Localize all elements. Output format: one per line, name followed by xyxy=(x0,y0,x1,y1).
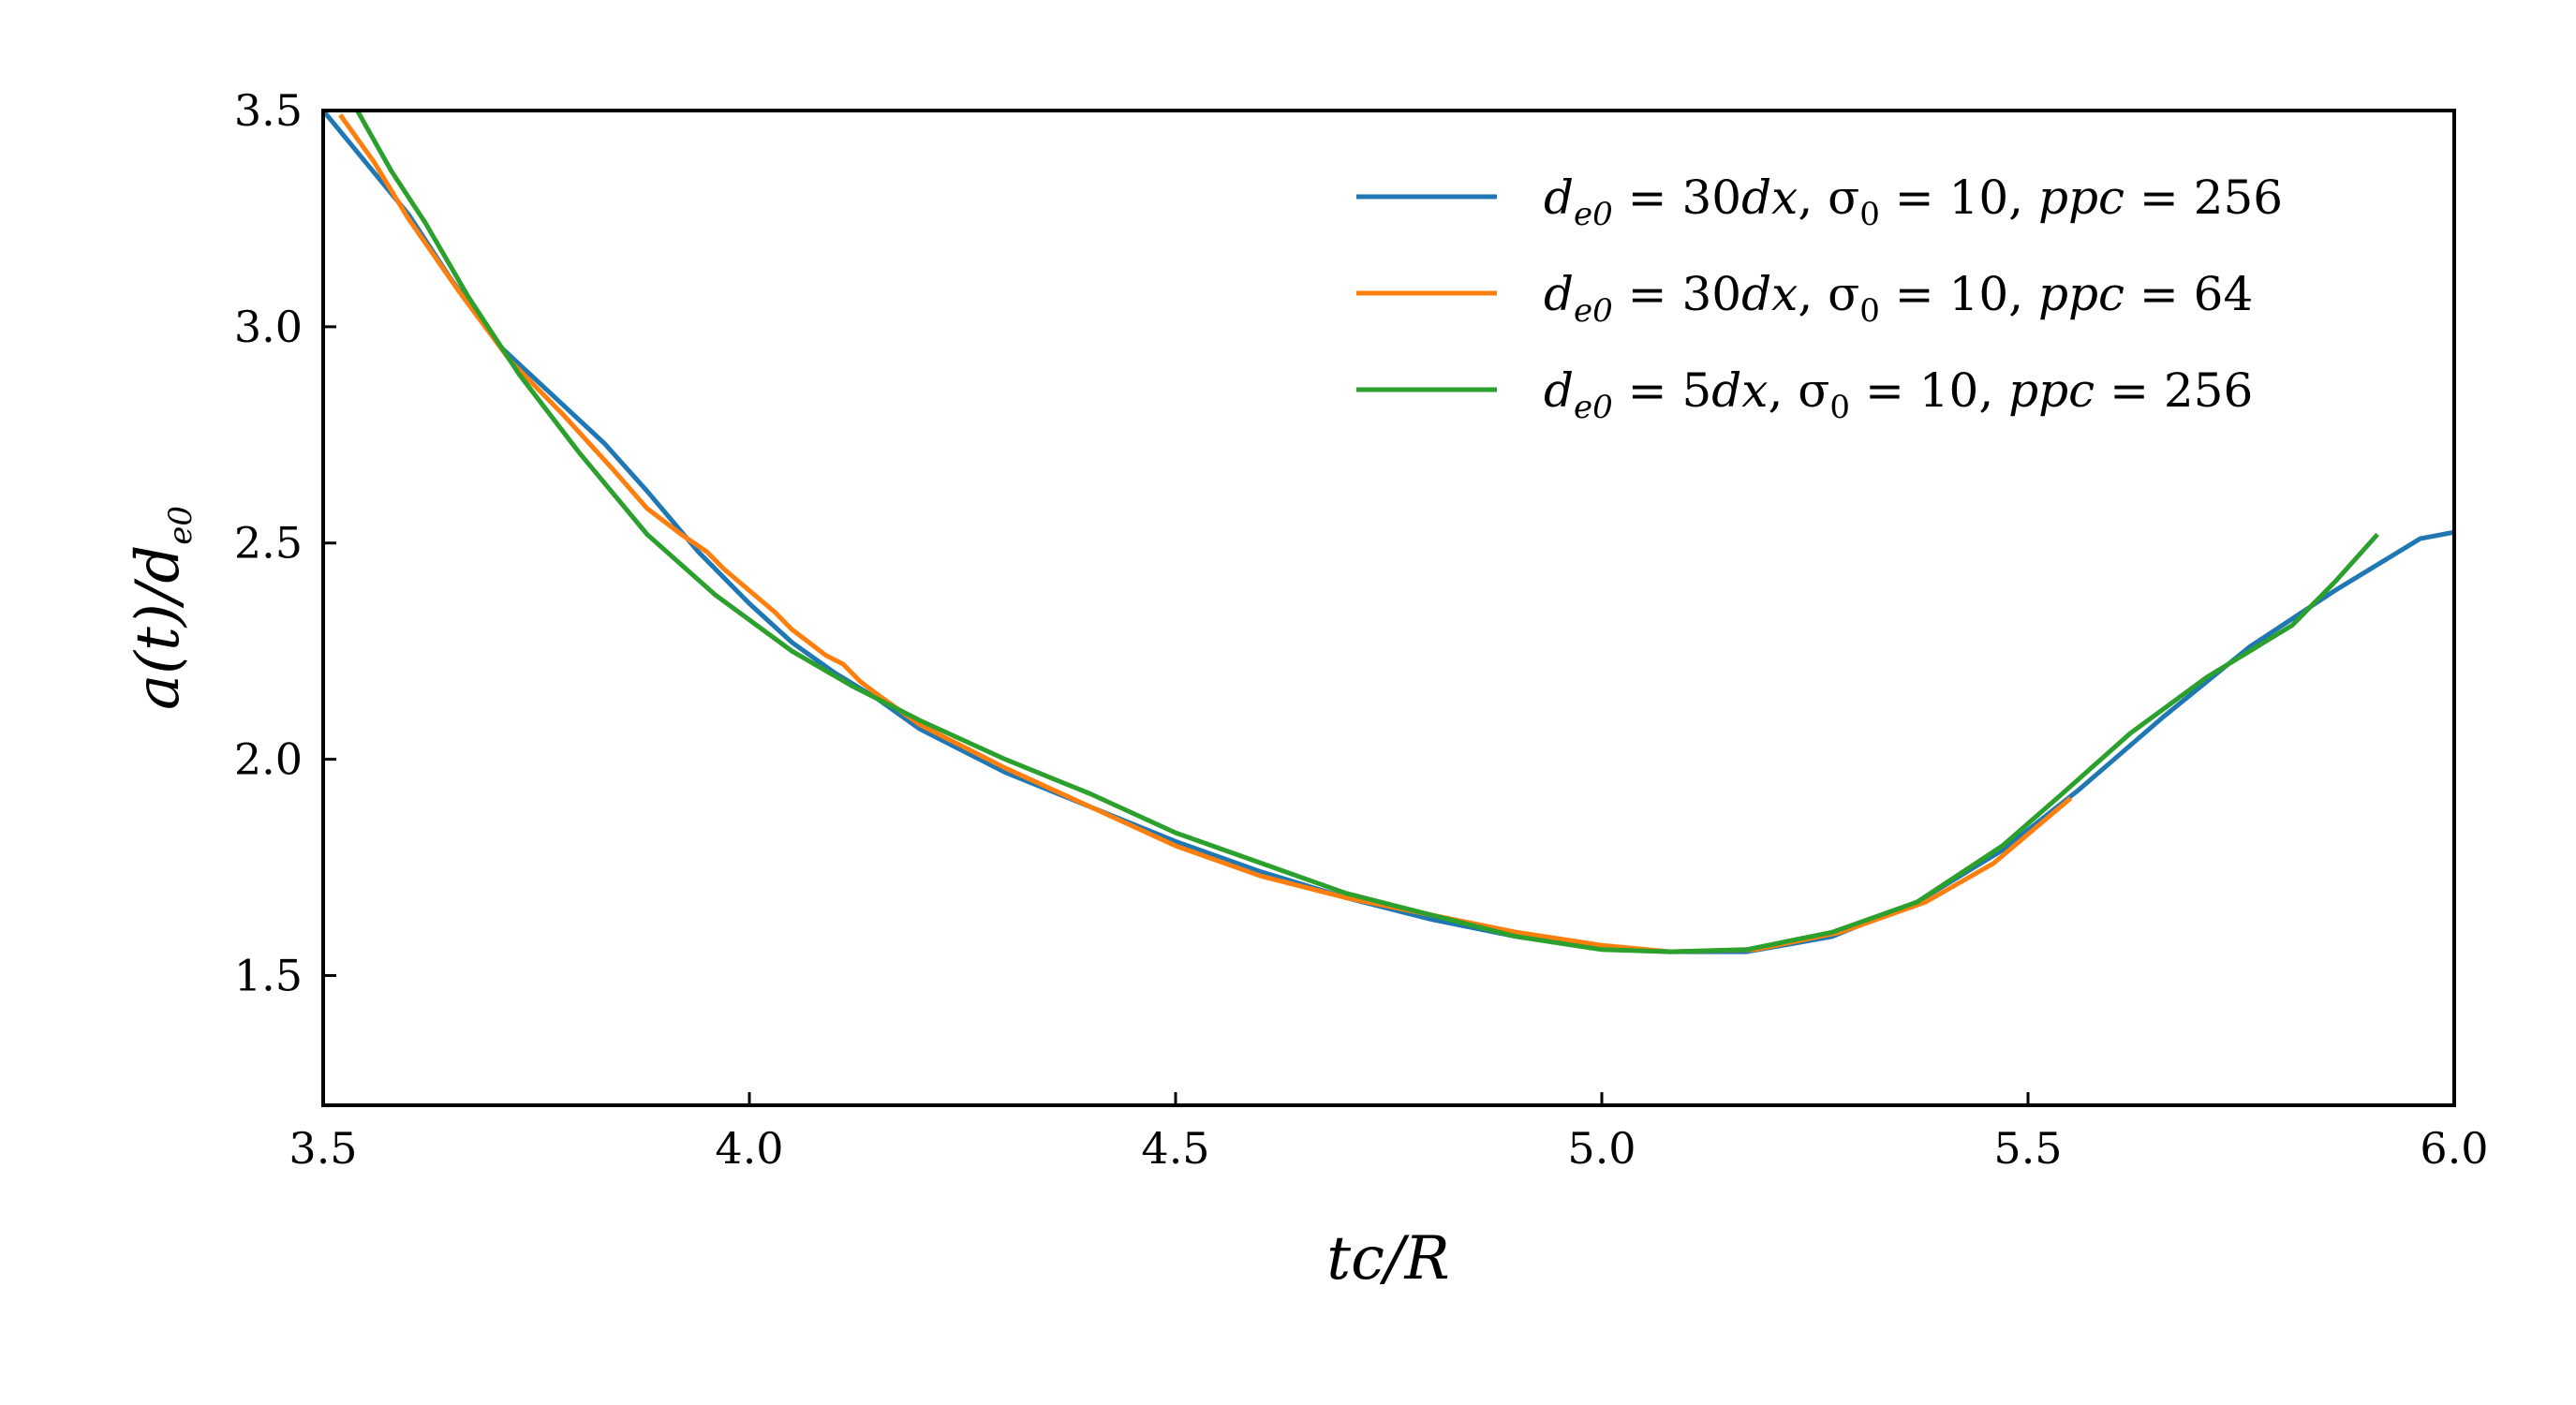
series-line-3 xyxy=(355,111,2379,954)
y-tick-label-5: 3.5 xyxy=(234,85,303,136)
x-axis-label: tc/R xyxy=(1326,1224,1449,1294)
y-tick-label-1: 1.5 xyxy=(234,950,303,1000)
x-tick-label-2: 4.0 xyxy=(715,1123,783,1174)
y-axis: 1.5 2.0 2.5 3.0 3.5 xyxy=(234,85,336,1000)
legend-label-series-1: de0 = 30dx, σ0 = 10, ppc = 256 xyxy=(1544,170,2283,233)
x-tick-label-4: 5.0 xyxy=(1567,1123,1636,1174)
legend-label-series-2: de0 = 30dx, σ0 = 10, ppc = 64 xyxy=(1544,267,2253,330)
y-tick-label-4: 3.0 xyxy=(234,302,303,352)
series-line-2 xyxy=(338,113,2073,954)
plot-frame xyxy=(321,109,2456,1107)
x-axis: 3.5 4.0 4.5 5.0 5.5 6.0 xyxy=(289,1092,2489,1174)
y-tick-label-3: 2.5 xyxy=(234,518,303,569)
x-tick-label-3: 4.5 xyxy=(1141,1123,1209,1174)
x-tick-label-1: 3.5 xyxy=(289,1123,357,1174)
x-tick-label-5: 5.5 xyxy=(1993,1123,2062,1174)
legend: de0 = 30dx, σ0 = 10, ppc = 256 de0 = 30d… xyxy=(1356,170,2283,426)
y-axis-label: a(t)/de0 xyxy=(124,506,200,710)
series-layer xyxy=(323,111,2454,954)
y-tick-label-2: 2.0 xyxy=(234,734,303,785)
x-tick-label-6: 6.0 xyxy=(2420,1123,2488,1174)
legend-label-series-3: de0 = 5dx, σ0 = 10, ppc = 256 xyxy=(1544,363,2253,426)
